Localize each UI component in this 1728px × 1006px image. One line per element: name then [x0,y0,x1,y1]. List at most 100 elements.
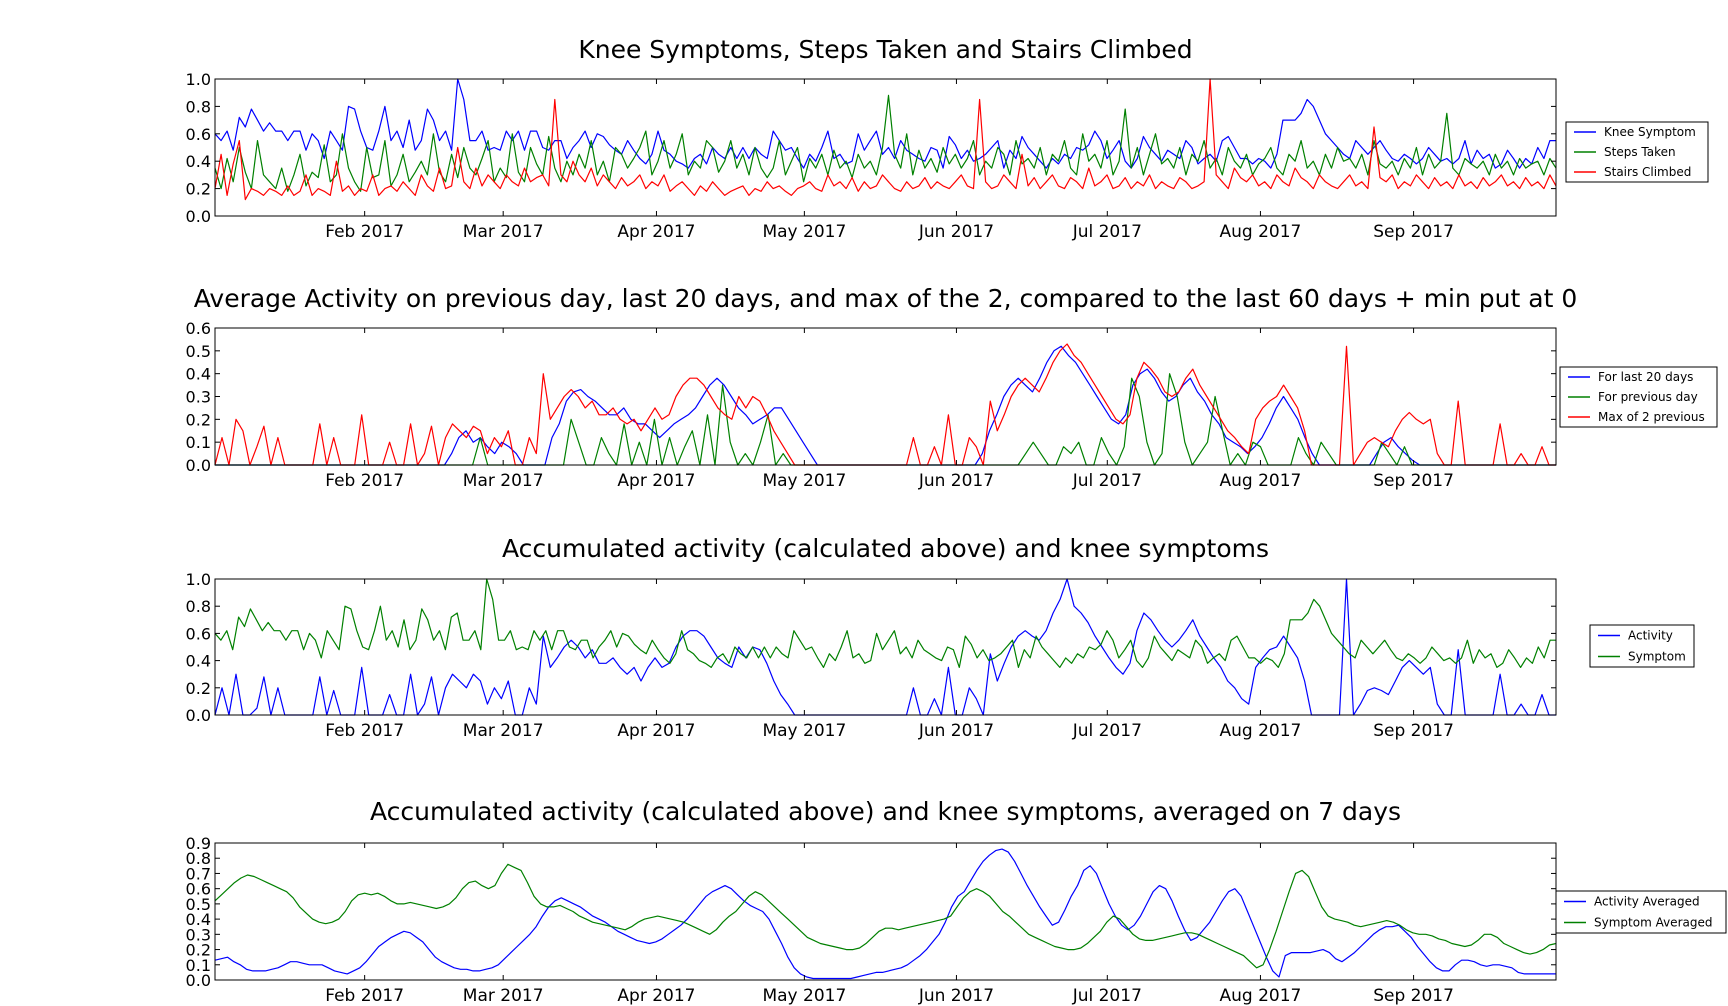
series-line-for-previous-day [215,373,1556,466]
legend-label: Activity [1628,629,1673,643]
x-tick-label: Apr 2017 [617,986,695,1006]
legend-box [1589,624,1695,668]
y-tick-label: 1.0 [186,570,211,589]
chart-title: Accumulated activity (calculated above) … [502,534,1269,563]
series-line-activity [214,578,1556,716]
x-tick-label: May 2017 [762,471,846,491]
x-tick-label: Jun 2017 [918,986,994,1006]
x-tick-label: Jun 2017 [918,222,994,242]
y-tick-label: 0.8 [186,97,211,116]
x-tick-label: Mar 2017 [463,222,544,242]
series-line-symptom-averaged [214,863,1557,969]
legend: Activity Symptom [1589,624,1695,668]
y-tick-label: 0.2 [186,941,211,960]
x-tick-label: Feb 2017 [325,222,404,242]
chart-title: Accumulated activity (calculated above) … [370,797,1401,826]
x-tick-label: Aug 2017 [1220,222,1302,242]
y-tick-label: 0.4 [186,910,211,929]
x-tick-label: Feb 2017 [325,471,404,491]
y-tick-label: 0.9 [186,834,211,853]
series-line-max-of-2-previous [214,343,1556,466]
legend-label: Stairs Climbed [1604,165,1691,179]
series-line-steps-taken [214,94,1557,192]
chart-panel-3: Accumulated activity (calculated above) … [186,534,1695,741]
x-tick-label: Jul 2017 [1072,222,1142,242]
y-tick-label: 0.4 [186,365,211,384]
x-tick-label: Aug 2017 [1220,471,1302,491]
plot-frame [214,578,1557,716]
chart-panel-2: Average Activity on previous day, last 2… [186,284,1718,491]
legend-label: Steps Taken [1604,145,1676,159]
legend-label: Knee Symptom [1604,125,1696,139]
legend-label: Symptom Averaged [1594,916,1712,930]
chart-panel-4: Accumulated activity (calculated above) … [186,797,1727,1006]
y-tick-label: 0.7 [186,864,211,883]
x-tick-label: May 2017 [762,721,846,741]
y-tick-label: 0.0 [186,706,211,725]
x-tick-label: Mar 2017 [463,721,544,741]
legend: For last 20 days For previous day Max of 2… [1559,366,1718,428]
y-tick-label: 1.0 [186,70,211,89]
x-tick-label: Feb 2017 [325,721,404,741]
y-tick-label: 0.0 [186,456,211,475]
y-tick-label: 0.8 [186,849,211,868]
y-tick-label: 0.6 [186,624,211,643]
y-tick-label: 0.5 [186,342,211,361]
legend-label: For last 20 days [1598,370,1693,384]
x-tick-label: Jul 2017 [1072,471,1142,491]
x-tick-label: Jul 2017 [1072,721,1142,741]
y-tick-label: 0.6 [186,319,211,338]
x-tick-label: Aug 2017 [1220,986,1302,1006]
series-line-stairs-climbed [214,78,1557,201]
x-tick-label: Sep 2017 [1373,222,1454,242]
x-tick-label: May 2017 [762,986,846,1006]
chart-title: Average Activity on previous day, last 2… [194,284,1577,313]
plot-frame [214,842,1557,981]
legend-label: Max of 2 previous [1598,410,1705,424]
x-tick-label: May 2017 [762,222,846,242]
y-tick-label: 0.0 [186,207,211,226]
plot-frame [214,78,1557,217]
x-tick-label: Sep 2017 [1373,986,1454,1006]
y-tick-label: 0.2 [186,679,211,698]
x-tick-label: Apr 2017 [617,471,695,491]
y-tick-label: 0.8 [186,597,211,616]
y-tick-label: 0.4 [186,652,211,671]
x-tick-label: Sep 2017 [1373,471,1454,491]
legend-label: Activity Averaged [1594,895,1700,909]
legend-label: For previous day [1598,390,1698,404]
x-tick-label: Feb 2017 [325,986,404,1006]
y-tick-label: 0.2 [186,180,211,199]
y-tick-label: 0.5 [186,895,211,914]
y-tick-label: 0.1 [186,956,211,975]
series-line-symptom [214,578,1556,669]
y-tick-label: 0.2 [186,410,211,429]
x-tick-label: Aug 2017 [1220,721,1302,741]
series-line-knee-symptom [214,78,1556,169]
y-tick-label: 0.3 [186,388,211,407]
x-tick-label: Jun 2017 [918,721,994,741]
y-tick-label: 0.6 [186,880,211,899]
x-tick-label: Sep 2017 [1373,721,1454,741]
x-tick-label: Apr 2017 [617,222,695,242]
plot-frame [214,327,1557,466]
x-tick-label: Jun 2017 [918,471,994,491]
x-tick-label: Mar 2017 [463,986,544,1006]
x-tick-label: Mar 2017 [463,471,544,491]
y-tick-label: 0.1 [186,433,211,452]
legend-label: Symptom [1628,650,1686,664]
legend: Activity Averaged Symptom Averaged [1555,890,1727,934]
chart-panel-1: Knee Symptoms, Steps Taken and Stairs Cl… [186,35,1709,242]
x-tick-label: Jul 2017 [1072,986,1142,1006]
chart-title: Knee Symptoms, Steps Taken and Stairs Cl… [578,35,1192,64]
y-tick-label: 0.3 [186,925,211,944]
legend-box [1555,890,1727,934]
y-tick-label: 0.4 [186,152,211,171]
y-tick-label: 0.0 [186,971,211,990]
x-tick-label: Apr 2017 [617,721,695,741]
series-line-for-last-20-days [215,345,1556,466]
y-tick-label: 0.6 [186,125,211,144]
series-line-activity-averaged [214,848,1556,980]
legend: Knee Symptom Steps Taken Stairs Climbed [1565,121,1709,183]
